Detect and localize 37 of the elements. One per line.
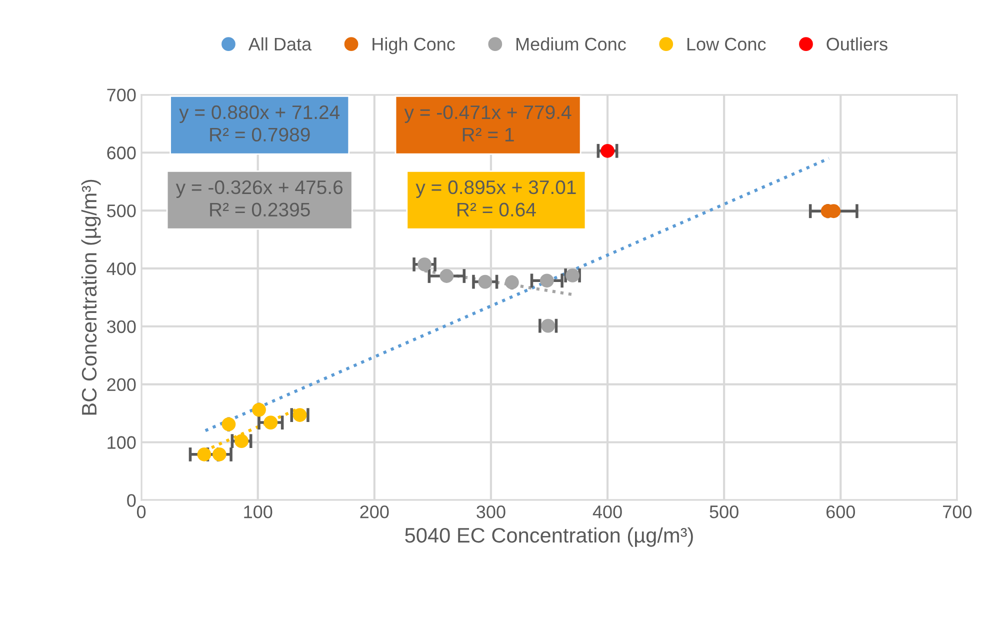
y-tick-label: 300 [106, 320, 136, 334]
point [600, 144, 614, 158]
y-axis-title: BC Concentration (µg/m³) [81, 180, 101, 415]
x-tick-label: 100 [244, 505, 272, 518]
annotation: y = 0.895x + 37.01 R² = 0.64 [416, 180, 576, 217]
point [212, 447, 226, 462]
x-tick-label: 400 [592, 505, 622, 518]
y-tick-label: 200 [107, 378, 136, 392]
point [197, 447, 212, 462]
legend-label: Outliers [826, 37, 888, 51]
y-tick-label: 700 [107, 88, 136, 102]
y-tick-label: 500 [107, 204, 136, 218]
legend-label: All Data [248, 37, 312, 51]
y-tick-label: 600 [107, 146, 136, 160]
y-tick-label: 100 [108, 436, 136, 449]
x-tick-label: 500 [710, 505, 738, 518]
point [440, 269, 454, 283]
annotation: y = -0.471x + 779.4 R² = 1 [404, 105, 572, 142]
y-tick-label: 400 [106, 262, 136, 276]
legend-label: Low Conc [687, 38, 766, 51]
y-tick-label: 0 [127, 494, 136, 507]
x-tick-label: 200 [360, 505, 389, 518]
point [540, 274, 554, 288]
x-tick-label: 700 [943, 505, 972, 518]
x-axis-title: 5040 EC Concentration (µg/m³) [405, 527, 693, 547]
point [504, 275, 519, 290]
x-tick-label: 300 [476, 505, 506, 518]
x-tick-label: 0 [136, 505, 146, 518]
annotation: y = -0.326x + 475.6 R² = 0.2395 [176, 180, 343, 217]
point [234, 434, 248, 448]
annotation: y = 0.880x + 71.24 R² = 0.7989 [179, 105, 340, 142]
legend-label: Medium Conc [516, 37, 626, 51]
point [478, 274, 492, 289]
point [418, 257, 432, 272]
point [264, 416, 278, 430]
legend-label: High Conc [372, 37, 455, 54]
x-tick-label: 600 [826, 505, 855, 518]
